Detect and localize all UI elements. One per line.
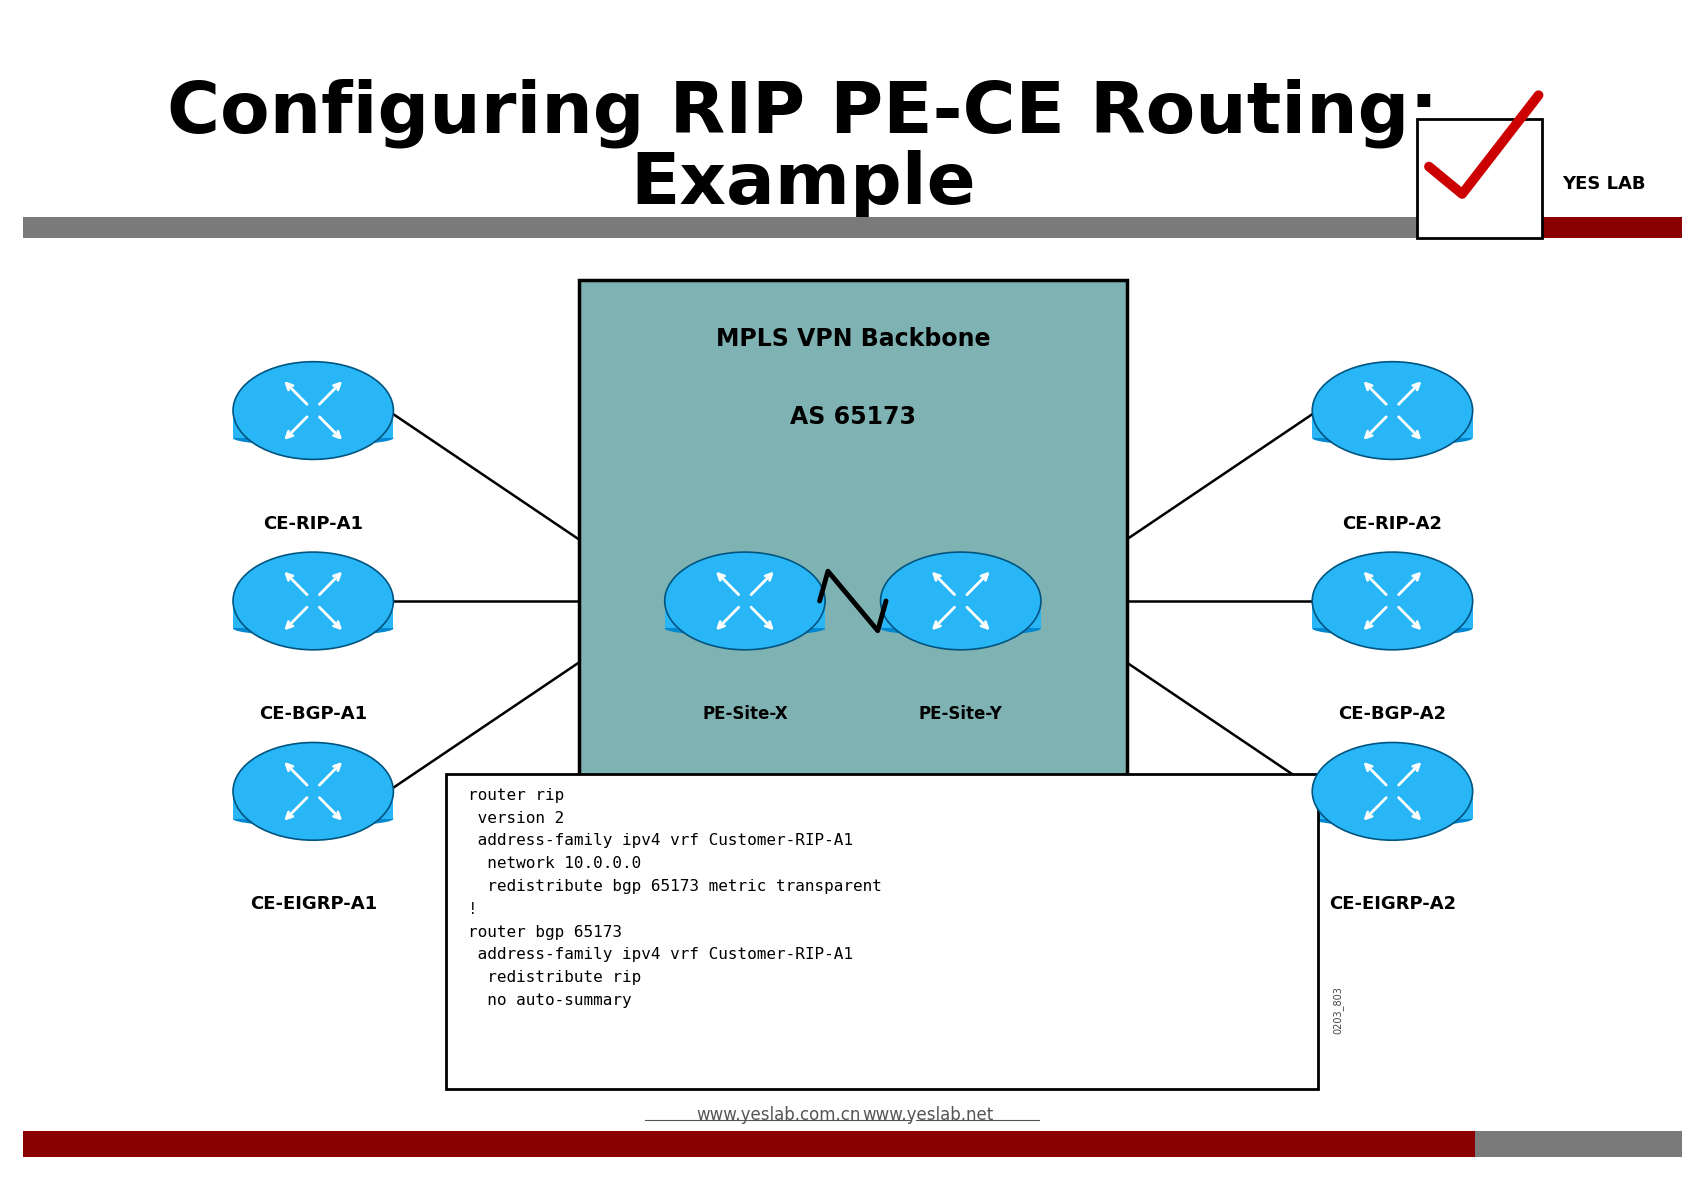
Bar <box>1416 119 1541 238</box>
Polygon shape <box>232 411 394 438</box>
Text: www.yeslab.net: www.yeslab.net <box>861 1106 992 1125</box>
Text: PE-Site-X: PE-Site-X <box>701 704 787 724</box>
Ellipse shape <box>1312 621 1472 635</box>
Ellipse shape <box>664 552 824 650</box>
Text: CE-RIP-A2: CE-RIP-A2 <box>1342 514 1441 533</box>
Ellipse shape <box>1312 552 1472 650</box>
Bar <box>22 1130 1475 1157</box>
Text: PE-Site-Y: PE-Site-Y <box>918 704 1002 724</box>
Text: Configuring RIP PE-CE Routing:: Configuring RIP PE-CE Routing: <box>167 79 1438 148</box>
Polygon shape <box>664 601 824 628</box>
Text: CE-EIGRP-A2: CE-EIGRP-A2 <box>1329 895 1455 914</box>
Ellipse shape <box>1312 812 1472 826</box>
Text: CE-BGP-A2: CE-BGP-A2 <box>1337 704 1445 724</box>
Text: Example: Example <box>629 150 976 219</box>
Polygon shape <box>1312 411 1472 438</box>
Bar <box>22 217 1475 238</box>
Text: CE-EIGRP-A1: CE-EIGRP-A1 <box>249 895 377 914</box>
Text: router rip
 version 2
 address-family ipv4 vrf Customer-RIP-A1
  network 10.0.0.: router rip version 2 address-family ipv4… <box>468 788 881 1008</box>
Text: MPLS VPN Backbone: MPLS VPN Backbone <box>715 327 989 351</box>
Ellipse shape <box>232 431 394 445</box>
Text: www.yeslab.com.cn: www.yeslab.com.cn <box>696 1106 860 1125</box>
Text: 0203_803: 0203_803 <box>1332 987 1342 1034</box>
Ellipse shape <box>664 621 824 635</box>
Ellipse shape <box>880 621 1041 635</box>
Text: AS 65173: AS 65173 <box>789 405 915 428</box>
Polygon shape <box>1312 791 1472 819</box>
Polygon shape <box>232 791 394 819</box>
Polygon shape <box>232 601 394 628</box>
Bar <box>579 280 1127 809</box>
Ellipse shape <box>232 362 394 459</box>
Bar <box>1475 1130 1682 1157</box>
Ellipse shape <box>232 812 394 826</box>
Polygon shape <box>880 601 1041 628</box>
Ellipse shape <box>232 552 394 650</box>
Ellipse shape <box>1312 362 1472 459</box>
Ellipse shape <box>232 621 394 635</box>
Ellipse shape <box>1312 431 1472 445</box>
Bar <box>1475 217 1682 238</box>
Ellipse shape <box>232 743 394 840</box>
Polygon shape <box>1312 601 1472 628</box>
Ellipse shape <box>880 552 1041 650</box>
Bar <box>446 774 1317 1089</box>
Text: CE-BGP-A1: CE-BGP-A1 <box>259 704 367 724</box>
Ellipse shape <box>1312 743 1472 840</box>
Text: CE-RIP-A1: CE-RIP-A1 <box>262 514 363 533</box>
Text: YES LAB: YES LAB <box>1561 175 1645 194</box>
